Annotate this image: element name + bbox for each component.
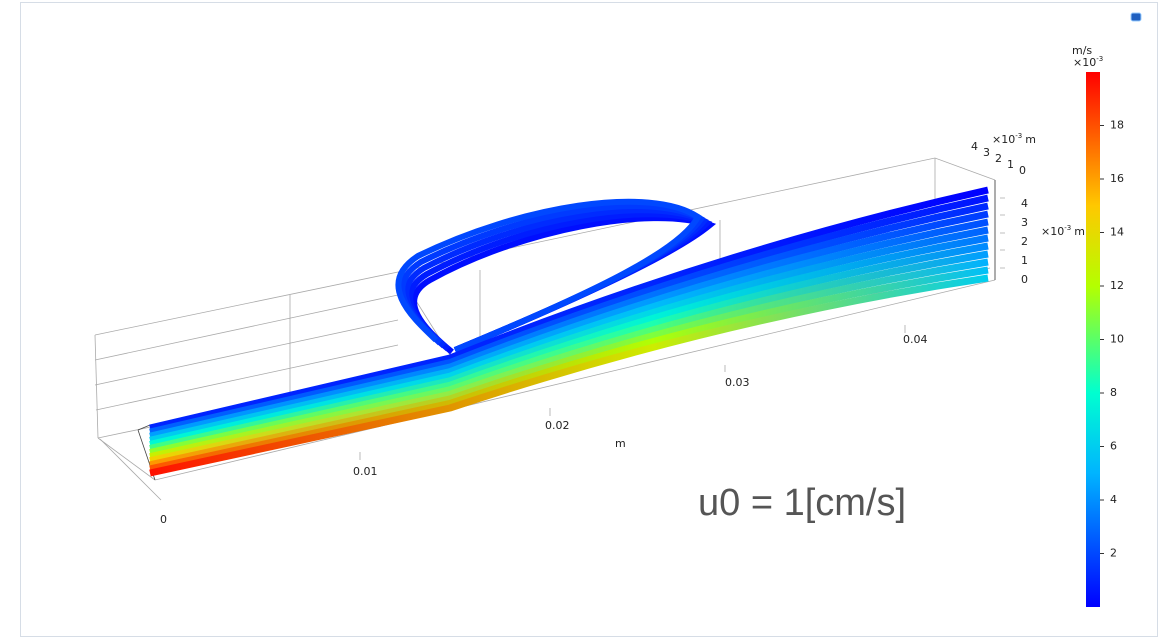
colorbar-tick-label: 12 [1110,279,1124,292]
y-tick-label: 1 [1007,158,1014,171]
colorbar-tick-label: 6 [1110,440,1117,453]
z-tick-label: 0 [1021,273,1028,286]
colorbar-tick-label: 4 [1110,493,1117,506]
x-tick-label: 0.02 [545,419,570,432]
y-tick-label: 3 [983,146,990,159]
colorbar-tick-label: 8 [1110,386,1117,399]
z-tick-label: 3 [1021,216,1028,229]
z-tick-label: 2 [1021,235,1028,248]
colorbar-tick-label: 16 [1110,172,1124,185]
y-tick-label: 2 [995,152,1002,165]
z-tick-label: 1 [1021,254,1028,267]
annotation: u0 = 1[cm/s] [698,482,906,524]
window-icon[interactable] [1131,13,1141,21]
x-tick-label: 0.03 [725,376,750,389]
y-tick-label: 4 [971,140,978,153]
colorbar [1086,72,1100,607]
plot-window: m u0 = 1[cm/s] m/s ×10-3 ×10-3m ×10-3m 2… [0,0,1160,640]
x-tick-label: 0.01 [353,465,378,478]
colorbar-tick-label: 14 [1110,226,1124,239]
x-axis-unit: m [615,437,626,450]
x-tick-label: 0 [160,513,167,526]
colorbar-tick-label: 10 [1110,333,1124,346]
z-tick-label: 4 [1021,197,1028,210]
colorbar-tick-label: 18 [1110,119,1124,132]
x-tick-label: 0.04 [903,333,928,346]
y-tick-label: 0 [1019,164,1026,177]
colorbar-tick-label: 2 [1110,547,1117,560]
